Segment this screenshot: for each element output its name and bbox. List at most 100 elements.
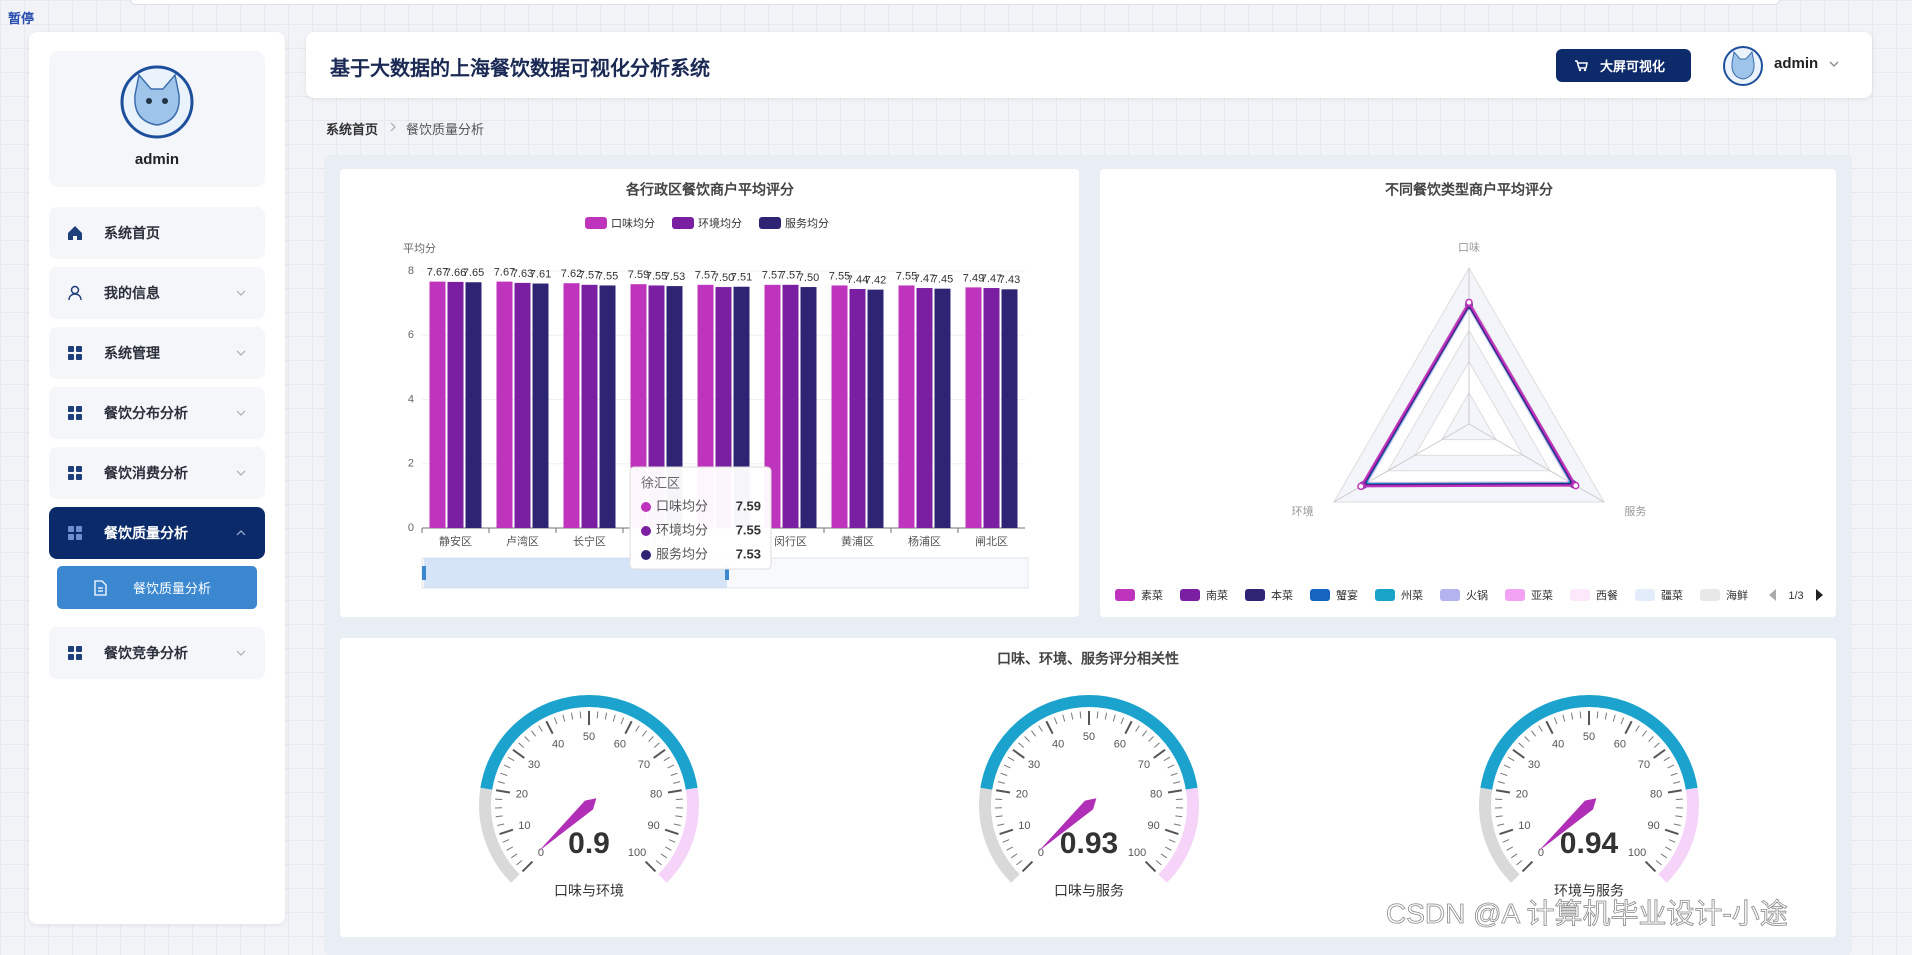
doc-icon (95, 581, 106, 595)
gauge-tick (546, 721, 552, 733)
menu-item[interactable]: 餐饮分布分析 (49, 387, 265, 439)
submenu-item[interactable]: 餐饮质量分析 (57, 566, 257, 609)
gauge-minor-tick (642, 731, 646, 737)
legend-swatch (1245, 589, 1265, 601)
submenu-label: 餐饮质量分析 (133, 578, 211, 597)
gauge-minor-tick (1597, 711, 1598, 718)
gauge-minor-tick (1154, 743, 1159, 748)
gauge-minor-tick (597, 711, 598, 718)
menu-chevron (235, 648, 247, 658)
gauge-tick (1000, 830, 1013, 834)
gauge-tick (1023, 862, 1033, 872)
gauge-tick (1546, 721, 1552, 733)
pager-next[interactable] (1816, 589, 1823, 601)
menu-item[interactable]: 餐饮质量分析 (49, 507, 265, 559)
menu-label: 餐饮竞争分析 (104, 643, 188, 663)
gauge-minor-tick (1649, 736, 1654, 741)
gauge-tick (513, 750, 524, 758)
radar-point (1573, 483, 1579, 489)
gauge-minor-tick (1105, 713, 1106, 720)
menu-label: 餐饮质量分析 (104, 523, 188, 543)
grid-icon (76, 346, 82, 352)
gauge-minor-tick (498, 782, 505, 784)
grid-icon (68, 414, 74, 420)
menu-icon (67, 405, 83, 421)
gauge-minor-tick (504, 765, 510, 768)
legend-swatch (672, 217, 694, 229)
legend-swatch (759, 217, 781, 229)
radar-indicator: 服务 (1624, 505, 1646, 518)
gauge-minor-tick (1174, 824, 1181, 826)
tooltip-value: 7.55 (736, 522, 761, 537)
gauge-minor-tick (1113, 715, 1115, 722)
gauge-minor-tick (673, 782, 680, 784)
gauge-minor-tick (1007, 847, 1013, 850)
gauge-minor-tick (1664, 757, 1670, 761)
zoom-handle[interactable] (422, 566, 426, 580)
gauge-minor-tick (1504, 765, 1510, 768)
legend-label: 素菜 (1141, 589, 1163, 602)
x-tick-label: 长宁区 (573, 534, 606, 548)
bar (1002, 289, 1018, 528)
gauge-minor-tick (668, 765, 674, 768)
bar (600, 285, 616, 528)
gauge-tick (646, 862, 656, 872)
gauge-minor-tick (1121, 718, 1124, 725)
gauge-minor-tick (1518, 743, 1523, 748)
gauge-minor-tick (1008, 757, 1014, 761)
data-label: 7.42 (865, 275, 886, 287)
gauge-tick (1154, 750, 1165, 758)
menu-icon (67, 345, 83, 361)
gauge-tick-label: 90 (648, 820, 660, 832)
gauge-minor-tick (503, 840, 509, 843)
gauge-minor-tick (1503, 840, 1509, 843)
bar (564, 283, 580, 528)
tooltip-name: 服务均分 (656, 546, 708, 561)
gauge-title: 口味与环境 (554, 883, 624, 899)
gauge-minor-tick (669, 840, 675, 843)
grid-icon (68, 406, 74, 412)
menu-item[interactable]: 系统管理 (49, 327, 265, 379)
menu-item[interactable]: 系统首页 (49, 207, 265, 259)
gauge-minor-tick (1171, 773, 1178, 775)
gauge-tick (665, 830, 678, 834)
legend-label: 口味均分 (611, 217, 655, 230)
gauge-tick (668, 790, 682, 792)
menu-item[interactable]: 我的信息 (49, 267, 265, 319)
pager-prev[interactable] (1769, 589, 1776, 601)
data-label: 7.61 (530, 268, 551, 280)
tooltip-dot (641, 550, 651, 560)
gauge-tick (1646, 862, 1656, 872)
gauge-tick-label: 70 (1138, 759, 1150, 771)
gauge-tick-label: 30 (1028, 759, 1040, 771)
bar (515, 283, 531, 528)
gauge-minor-tick (1554, 718, 1557, 725)
gauge-tick (1523, 862, 1533, 872)
bar (966, 287, 982, 528)
gauge-tick (654, 750, 665, 758)
gauge-minor-tick (1511, 854, 1517, 858)
gauge-tick (1125, 721, 1131, 733)
gauge-minor-tick (649, 736, 654, 741)
gauge-tick-label: 50 (1083, 731, 1095, 743)
menu-item[interactable]: 餐饮消费分析 (49, 447, 265, 499)
legend-label: 火锅 (1466, 589, 1488, 602)
user-icon (69, 294, 81, 300)
gauge-tick-label: 80 (1650, 788, 1662, 800)
gauge-minor-tick (613, 715, 615, 722)
bar (533, 284, 549, 528)
menu-item[interactable]: 餐饮竞争分析 (49, 627, 265, 679)
bar (430, 282, 446, 528)
grid-icon (76, 526, 82, 532)
gauge-minor-tick (1531, 731, 1535, 737)
menu-chevron (235, 528, 247, 538)
legend-swatch (1115, 589, 1135, 601)
gauge-tick (1168, 790, 1182, 792)
gauge-minor-tick (1164, 757, 1170, 761)
gauge-tick-label: 80 (1150, 788, 1162, 800)
tooltip-name: 环境均分 (656, 522, 708, 537)
gauge-minor-tick (1669, 840, 1675, 843)
gauge-tick-label: 60 (614, 738, 626, 750)
gauge-minor-tick (1613, 715, 1615, 722)
legend-swatch (1505, 589, 1525, 601)
